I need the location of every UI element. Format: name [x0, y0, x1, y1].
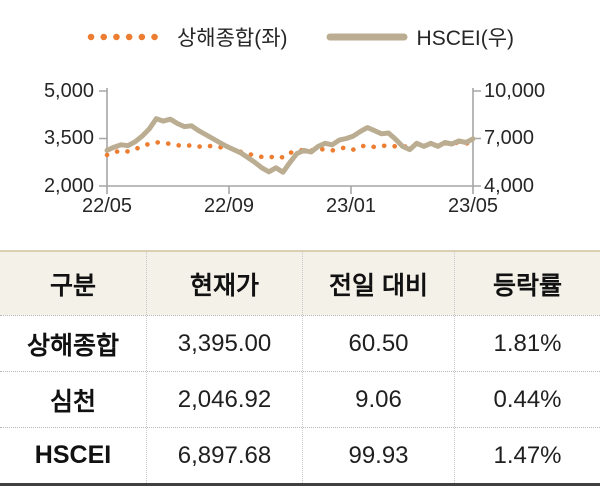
- legend-item-hscei: HSCEI(우): [326, 22, 515, 52]
- solid-line-swatch: [326, 32, 408, 42]
- table-cell-name: 심천: [0, 372, 147, 427]
- y-axis-right-tick-7000: 7,000: [484, 127, 535, 149]
- table-cell-price: 2,046.92: [147, 372, 303, 427]
- y-axis-left-tick-2000: 2,000: [43, 175, 94, 197]
- table-cell-change: 99.93: [303, 428, 455, 483]
- table-header-change: 전일 대비: [303, 252, 455, 315]
- table-row-shenzhen: 심천 2,046.92 9.06 0.44%: [0, 371, 600, 427]
- x-axis-tick-2305: 23/05: [447, 195, 499, 217]
- table-header-row: 구분 현재가 전일 대비 등락률: [0, 252, 600, 315]
- chart-legend: 상해종합(좌) HSCEI(우): [0, 0, 600, 52]
- x-axis-tick-2209: 22/09: [203, 195, 255, 217]
- table-cell-name: HSCEI: [0, 428, 147, 483]
- y-axis-right-tick-4000: 4,000: [484, 175, 535, 197]
- table-header-category: 구분: [0, 252, 147, 315]
- table-cell-name: 상해종합: [0, 316, 147, 371]
- table-cell-change: 9.06: [303, 372, 455, 427]
- price-chart: 5,000 3,500 2,000 10,000 7,000 4,000 22/…: [0, 54, 600, 230]
- table-row-hscei: HSCEI 6,897.68 99.93 1.47%: [0, 427, 600, 483]
- table-header-pct: 등락률: [492, 271, 562, 300]
- chart-canvas: [99, 88, 481, 194]
- dotted-line-swatch: [86, 32, 168, 42]
- table-header-price: 현재가: [147, 252, 303, 315]
- y-axis-left-tick-5000: 5,000: [43, 80, 94, 102]
- y-axis-right-tick-10000: 10,000: [484, 80, 546, 102]
- index-table: 구분 현재가 전일 대비 등락률 상해종합 3,395.00 60.50 1.8…: [0, 250, 600, 486]
- x-axis-tick-2301: 23/01: [325, 195, 377, 217]
- table-row-shanghai: 상해종합 3,395.00 60.50 1.81%: [0, 315, 600, 371]
- y-axis-left-tick-3500: 3,500: [43, 127, 94, 149]
- table-cell-pct: 0.44%: [493, 385, 562, 413]
- hscei-solid-line: [104, 116, 476, 175]
- x-axis-tick-2205: 22/05: [81, 195, 133, 217]
- table-cell-price: 6,897.68: [147, 428, 303, 483]
- legend-label-hscei: HSCEI(우): [416, 27, 515, 50]
- legend-item-shanghai: 상해종합(좌): [86, 22, 288, 52]
- table-cell-price: 3,395.00: [147, 316, 303, 371]
- table-cell-pct: 1.47%: [493, 441, 562, 469]
- table-cell-pct: 1.81%: [493, 329, 562, 357]
- legend-label-shanghai: 상해종합(좌): [176, 27, 288, 50]
- table-cell-change: 60.50: [303, 316, 455, 371]
- shanghai-dotted-line: [104, 139, 476, 161]
